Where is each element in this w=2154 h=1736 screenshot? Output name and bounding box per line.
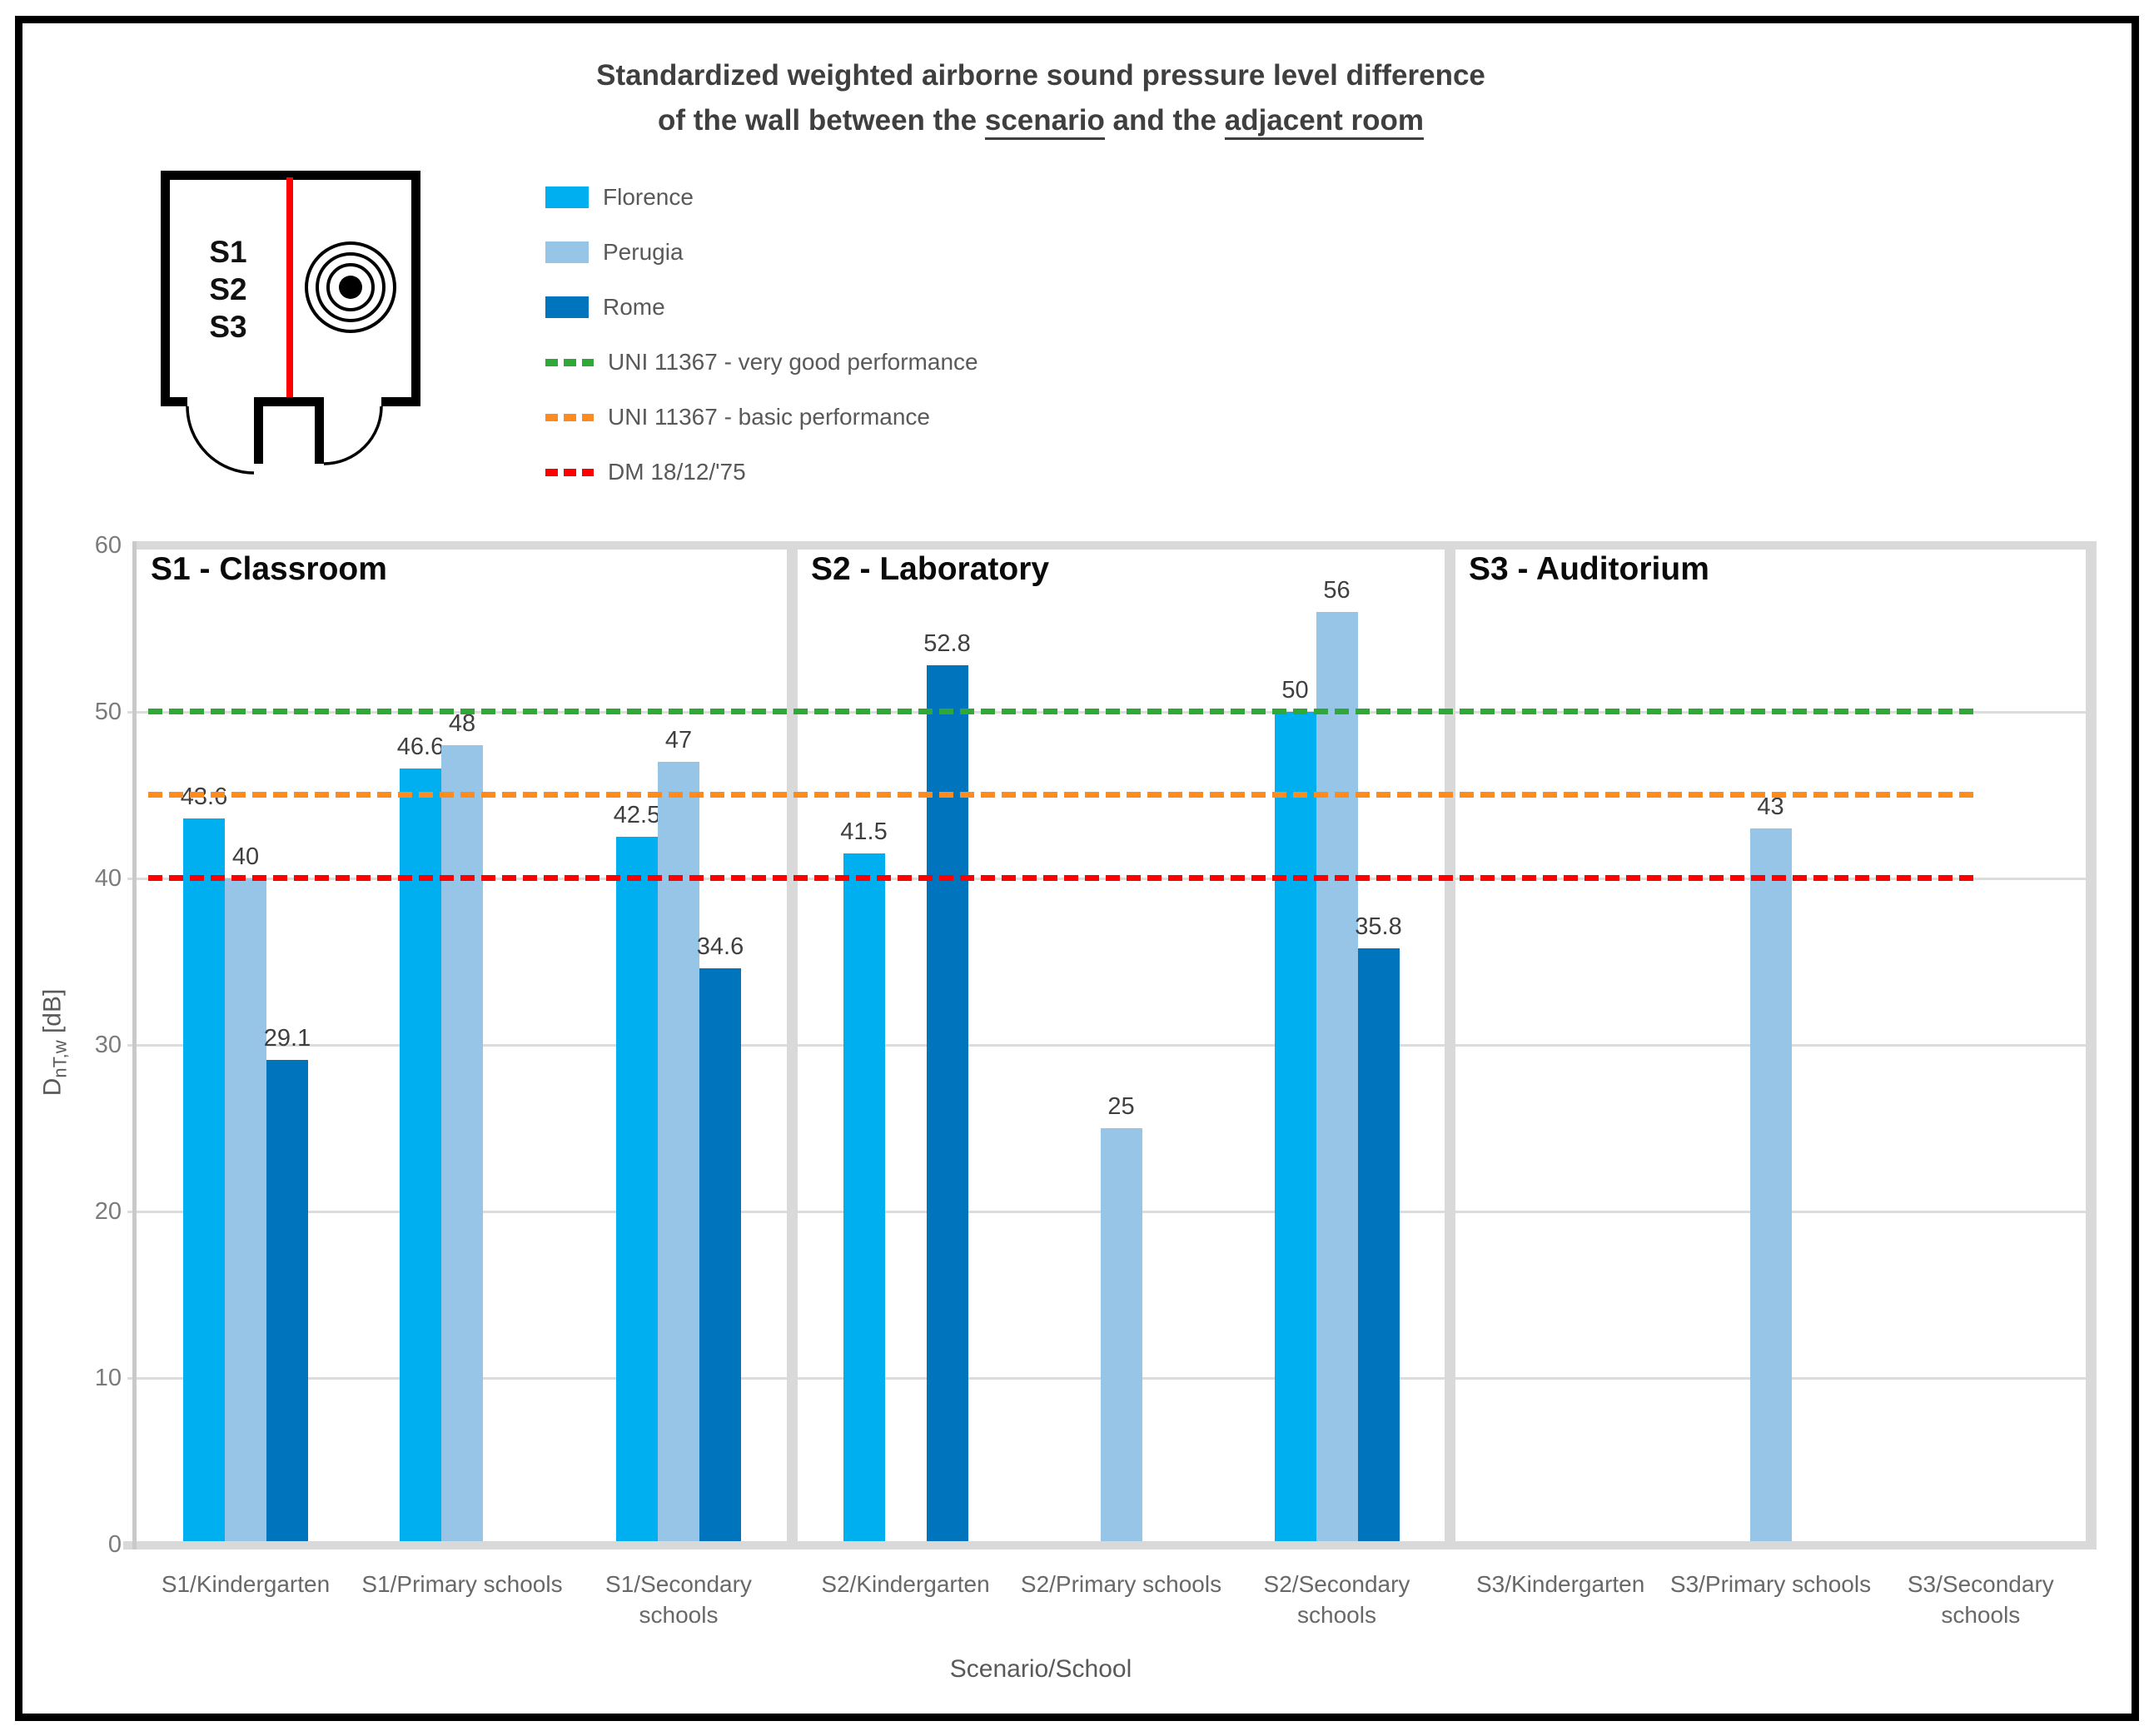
legend-dash-swatch-uni-11367-basic-performance [545,413,594,421]
bar-value-label-rome-s2-kindergarten: 52.8 [923,630,971,657]
bar-florence-s2-secondary-schools [1274,712,1316,1541]
legend-item-uni-11367-very-good-performance: UNI 11367 - very good performance [545,349,978,375]
y-axis-title-unit: [dB] [38,988,67,1041]
room-label-s1: S1 [209,235,246,269]
bar-perugia-s1-kindergarten [225,878,266,1541]
bar-value-label-florence-s2-secondary-schools: 50 [1281,677,1309,704]
bar-florence-s2-kindergarten [843,853,885,1541]
room-label-s3: S3 [209,310,246,344]
bar-rome-s1-kindergarten [266,1060,308,1541]
plot-right-border [2086,541,2097,1549]
gridline-30 [127,1044,2086,1047]
door-swing-arcs [186,405,383,475]
panel-divider-s2-s3 [1445,541,1455,1549]
x-axis-line [123,1541,2097,1549]
bar-florence-s1-primary-schools [400,769,441,1541]
ref-line-uni-11367-very-good-performance [148,709,1975,714]
x-axis-title: Scenario/School [949,1655,1132,1683]
ref-line-uni-11367-basic-performance [148,792,1975,798]
legend-label: Perugia [603,239,684,265]
x-category-label-s3-kindergarten: S3/Kindergarten [1475,1571,1645,1597]
grid-top-band [133,541,2097,550]
legend-item-dm-18-12-75: DM 18/12/'75 [545,459,978,485]
x-category-label-s1-primary-schools: S1/Primary schools [361,1571,563,1597]
y-axis-title-main: D [38,1077,67,1097]
title-underlined-scenario: scenario [984,104,1105,140]
bar-value-label-rome-s1-secondary-schools: 34.6 [696,933,744,960]
legend-label: Rome [603,294,665,320]
bar-value-label-perugia-s3-primary-schools: 43 [1757,793,1784,820]
bar-value-label-florence-s2-kindergarten: 41.5 [840,818,888,845]
legend-dash-swatch-uni-11367-very-good-performance [545,358,594,366]
legend-item-florence: Florence [545,184,978,210]
bar-perugia-s3-primary-schools [1749,828,1792,1541]
legend: Florence Perugia Rome UNI 11367 - very good… [545,184,978,485]
bar-perugia-s2-primary-schools [1100,1128,1142,1541]
y-tick-label-30: 30 [94,1032,122,1058]
bar-perugia-s2-secondary-schools [1316,612,1358,1541]
y-tick-label-60: 60 [94,532,122,559]
y-tick-label-10: 10 [94,1365,122,1391]
y-axis-line [132,541,137,1549]
legend-swatch-florence [545,187,589,208]
title-text: of the wall between the [658,104,985,137]
figure-border [15,16,2139,1721]
bar-value-label-perugia-s1-kindergarten: 40 [231,843,260,870]
bar-value-label-perugia-s1-secondary-schools: 47 [664,727,693,754]
bar-value-label-perugia-s2-primary-schools: 25 [1107,1093,1135,1120]
panel-divider-s1-s2 [787,541,798,1549]
bar-value-label-perugia-s1-primary-schools: 48 [448,710,476,737]
floor-plan-diagram: S1 S2 S3 [161,171,420,475]
bar-florence-s1-secondary-schools [616,837,658,1541]
legend-item-rome: Rome [545,294,978,320]
y-axis-title: DnT,w [dB] [39,989,72,1097]
room-label-s2: S2 [209,272,246,306]
bar-rome-s2-secondary-schools [1357,948,1400,1541]
sound-source-icon [305,241,396,333]
room-walls [161,171,420,464]
chart-title: Standardized weighted airborne sound pre… [33,53,2048,143]
chart-title-line2: of the wall between the scenario and the… [33,98,2048,143]
y-tick-label-0: 0 [107,1531,122,1558]
y-tick-label-40: 40 [94,865,122,892]
bar-value-label-rome-s1-kindergarten: 29.1 [263,1025,311,1052]
bar-rome-s2-kindergarten [926,665,968,1541]
y-axis-title-subscript: nT,w [49,1040,71,1078]
legend-label: Florence [603,184,694,210]
bar-value-label-florence-s1-secondary-schools: 42.5 [613,802,661,828]
bar-perugia-s1-secondary-schools [658,762,699,1541]
title-underlined-adjacent-room: adjacent room [1224,104,1424,140]
legend-label: UNI 11367 - basic performance [608,404,930,430]
bar-florence-s1-kindergarten [183,818,225,1541]
x-category-label-s2-secondary-schools: S2/Secondary schools [1263,1571,1410,1628]
legend-swatch-perugia [545,241,589,263]
legend-item-uni-11367-basic-performance: UNI 11367 - basic performance [545,404,978,430]
bar-value-label-florence-s1-primary-schools: 46.6 [396,734,445,760]
title-text: and the [1104,104,1225,137]
x-category-label-s1-kindergarten: S1/Kindergarten [161,1571,331,1597]
x-category-label-s2-primary-schools: S2/Primary schools [1020,1571,1222,1597]
bar-perugia-s1-primary-schools [441,745,483,1541]
ref-line-dm-18-12-75 [148,875,1975,881]
y-tick-label-20: 20 [94,1198,122,1225]
bar-value-label-rome-s2-secondary-schools: 35.8 [1355,913,1402,940]
legend-swatch-rome [545,296,589,318]
panel-title-s3: S3 - Auditorium [1469,551,1709,587]
x-category-label-s3-primary-schools: S3/Primary schools [1669,1571,1872,1597]
x-category-label-s1-secondary-schools: S1/Secondary schools [605,1571,752,1628]
panel-title-s2: S2 - Laboratory [811,551,1050,587]
legend-dash-swatch-dm-18-12-75 [545,468,594,476]
bar-rome-s1-secondary-schools [699,968,741,1541]
x-category-label-s3-secondary-schools: S3/Secondary schools [1907,1571,2054,1628]
y-tick-label-50: 50 [94,699,122,725]
bar-value-label-perugia-s2-secondary-schools: 56 [1323,577,1351,604]
chart-title-line1: Standardized weighted airborne sound pre… [596,59,1485,92]
panel-title-s1: S1 - Classroom [151,551,387,587]
x-category-label-s2-kindergarten: S2/Kindergarten [821,1571,990,1597]
legend-label: DM 18/12/'75 [608,459,746,485]
legend-label: UNI 11367 - very good performance [608,349,978,375]
legend-item-perugia: Perugia [545,239,978,265]
